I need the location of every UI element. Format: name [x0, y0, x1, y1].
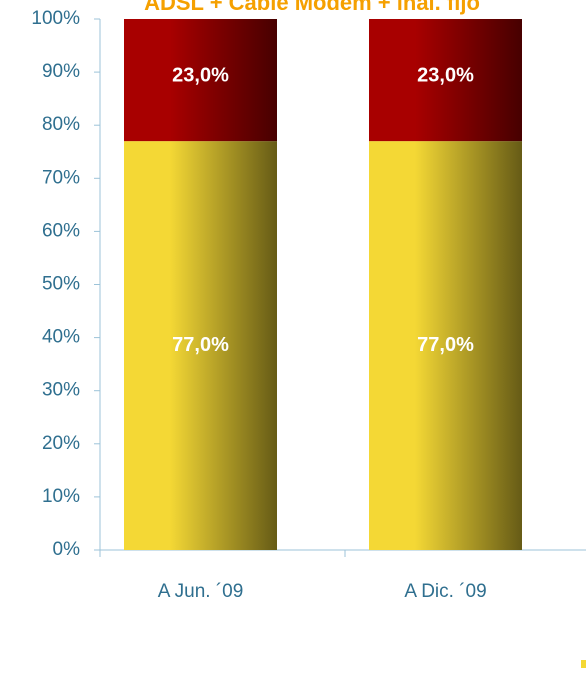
data-label: 77,0%	[172, 334, 229, 356]
y-tick-label: 100%	[31, 8, 80, 29]
y-tick-label: 10%	[42, 486, 80, 507]
data-label: 23,0%	[417, 64, 474, 86]
y-tick-label: 80%	[42, 114, 80, 135]
bar-segment	[124, 19, 277, 142]
y-tick-label: 30%	[42, 380, 80, 401]
data-label: 77,0%	[417, 334, 474, 356]
y-tick-label: 40%	[42, 327, 80, 348]
bar-segment	[369, 141, 522, 550]
y-tick-label: 0%	[53, 539, 81, 560]
y-tick-label: 90%	[42, 61, 80, 82]
bar-segment	[369, 19, 522, 142]
y-tick-label: 60%	[42, 220, 80, 241]
data-label: 23,0%	[172, 64, 229, 86]
chart-title: ADSL + Cable Modem + inal. fijo	[144, 0, 480, 15]
x-tick-label: A Dic. ´09	[404, 581, 486, 602]
y-tick-label: 70%	[42, 167, 80, 188]
y-tick-label: 50%	[42, 274, 80, 295]
x-tick-label: A Jun. ´09	[158, 581, 244, 602]
bar-segment	[124, 141, 277, 550]
y-tick-label: 20%	[42, 433, 80, 454]
legend-marker	[581, 660, 586, 668]
